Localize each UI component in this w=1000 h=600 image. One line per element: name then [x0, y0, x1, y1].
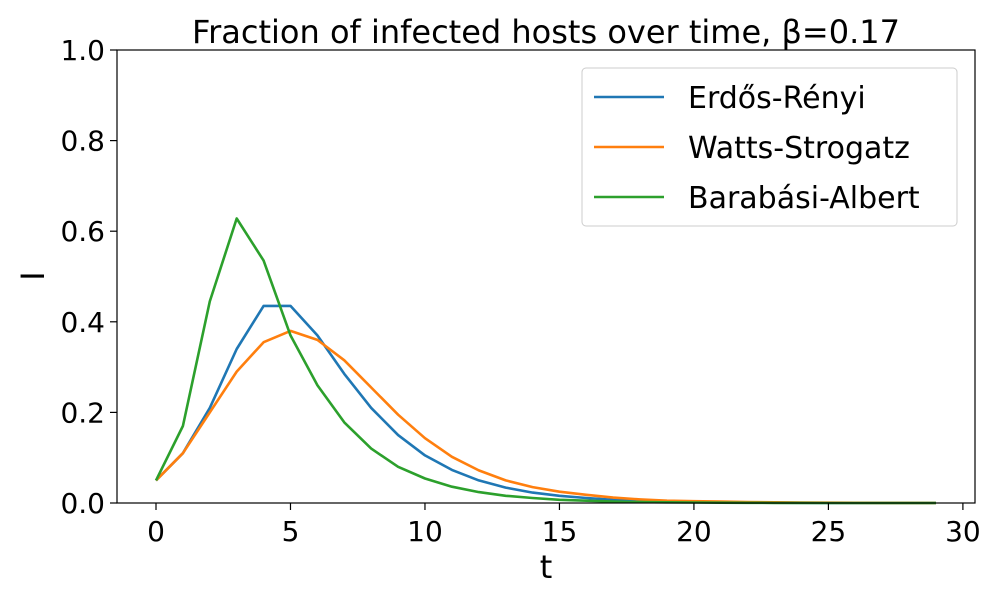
y-tick-label: 0.2: [60, 396, 105, 429]
legend: Erdős-Rényi Watts-Strogatz Barabási-Albert: [581, 67, 958, 227]
x-tick-label: 5: [282, 515, 300, 548]
legend-label-2: Barabási-Albert: [688, 181, 920, 216]
x-axis-label: t: [540, 548, 553, 586]
chart-title: Fraction of infected hosts over time, β=…: [192, 13, 900, 51]
y-tick-label: 0.0: [60, 487, 105, 520]
legend-box: [581, 67, 958, 227]
x-tick-label: 20: [676, 515, 712, 548]
series-line-0: [155, 304, 936, 505]
y-axis-label: I: [14, 271, 52, 280]
series-line-2: [154, 217, 936, 505]
x-tick-label: 0: [147, 515, 165, 548]
series-lines: [154, 217, 937, 505]
x-tick-label: 15: [542, 515, 578, 548]
legend-label-0: Erdős-Rényi: [688, 81, 866, 116]
y-tick-label: 0.6: [60, 215, 105, 248]
series-line-1: [155, 329, 937, 505]
y-tick-label: 0.8: [60, 125, 105, 158]
y-tick-label: 1.0: [60, 34, 105, 67]
x-tick-label: 30: [945, 515, 981, 548]
x-axis-ticks: 0 5 10 15 20 25 30: [147, 503, 981, 548]
plot-frame: [116, 49, 976, 504]
x-tick-label: 10: [407, 515, 443, 548]
y-axis-ticks: 0.0 0.2 0.4 0.6 0.8 1.0: [60, 34, 117, 520]
legend-label-1: Watts-Strogatz: [688, 131, 910, 166]
x-tick-label: 25: [811, 515, 847, 548]
y-tick-label: 0.4: [60, 306, 105, 339]
